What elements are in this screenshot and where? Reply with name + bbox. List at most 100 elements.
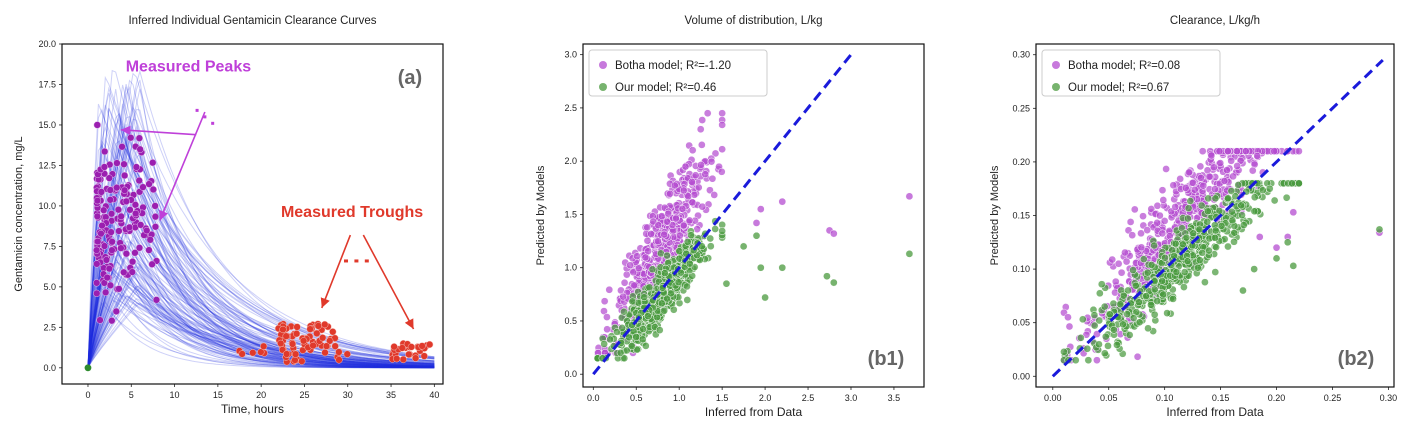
scatter-point [1101, 332, 1110, 341]
clearance-curve [87, 275, 435, 368]
clearance-curve [87, 148, 435, 368]
scatter-point [718, 109, 726, 118]
peak-point [101, 147, 109, 156]
chart-b1: Volume of distribution, L/kg 0.0 0.5 1.0 1.5… [535, 15, 925, 419]
x-tick-label: 1.0 [673, 393, 686, 403]
scatter-point [1150, 241, 1158, 250]
scatter-point [1239, 221, 1248, 229]
ellipsis-dot [344, 259, 349, 263]
clearance-curve [87, 200, 435, 368]
chart-title: Volume of distribution, L/kg [684, 15, 822, 27]
peak-point [114, 206, 123, 214]
peak-point [93, 289, 101, 297]
legend-label: Botha model; R²=-1.20 [615, 60, 731, 72]
scatter-point [1172, 268, 1181, 276]
scatter-point [620, 354, 629, 363]
scatter-point [1090, 311, 1099, 319]
peak-point [97, 230, 105, 238]
scatter-point [1176, 175, 1185, 183]
scatter-point [1078, 315, 1087, 324]
scatter-point [679, 221, 688, 230]
x-axis-label: Inferred from Data [705, 405, 803, 419]
peak-point [97, 188, 105, 196]
scatter-point [1110, 325, 1118, 334]
clearance-curve [87, 300, 435, 369]
scatter-point [1189, 229, 1198, 238]
points-group [593, 109, 914, 363]
scatter-point [1211, 185, 1219, 194]
peak-point [128, 268, 136, 276]
clearance-curve [87, 254, 435, 369]
peak-point [139, 183, 147, 191]
scatter-point [1137, 243, 1146, 252]
scatter-point [620, 307, 628, 316]
trough-point [393, 355, 401, 363]
scatter-point [627, 342, 636, 350]
x-tick-label: 0.30 [1380, 393, 1398, 403]
scatter-point [1215, 147, 1224, 156]
trough-point [298, 357, 306, 365]
clearance-curve [87, 276, 435, 369]
clearance-curve [87, 241, 435, 368]
scatter-point [1116, 300, 1125, 309]
x-tick-label: 25 [299, 390, 309, 400]
scatter-point [681, 162, 690, 171]
scatter-point [634, 264, 643, 273]
clearance-curve [87, 213, 435, 368]
legend-label: Our model; R²=0.67 [1068, 82, 1169, 94]
x-tick-label: 0 [85, 390, 90, 400]
identity-line [1051, 58, 1384, 378]
scatter-point [669, 305, 678, 314]
scatter-point [1220, 177, 1229, 185]
scatter-point [1283, 238, 1292, 247]
scatter-point [1130, 205, 1139, 214]
scatter-point [1253, 152, 1262, 160]
peak-point [126, 206, 134, 214]
peak-point [127, 134, 135, 142]
scatter-point [1180, 268, 1189, 276]
scatter-point [1135, 298, 1143, 307]
clearance-curve [87, 198, 435, 369]
y-tick-label: 5.0 [43, 282, 56, 292]
scatter-point [685, 259, 694, 268]
clearance-curve [87, 190, 435, 368]
scatter-point [1183, 257, 1192, 266]
y-tick-label: 0.0 [43, 363, 56, 373]
y-tick-label: 1.0 [564, 263, 577, 273]
scatter-point [694, 183, 703, 192]
y-tick-label: 7.5 [43, 241, 56, 251]
chart-a: Inferred Individual Gentamicin Clearance… [13, 15, 444, 416]
scatter-point [1207, 151, 1216, 160]
y-tick-label: 12.5 [38, 160, 56, 170]
scatter-point [1095, 316, 1104, 325]
peak-point [100, 163, 109, 171]
peak-point [151, 213, 160, 221]
scatter-point [1122, 257, 1131, 266]
clearance-curve [87, 299, 435, 368]
scatter-point [643, 236, 652, 245]
scatter-point [1150, 285, 1159, 294]
scatter-point [1158, 186, 1167, 195]
scatter-point [1129, 266, 1137, 274]
scatter-point [761, 293, 769, 302]
scatter-point [1227, 156, 1236, 165]
peak-point [107, 228, 115, 236]
scatter-point [1153, 201, 1162, 210]
clearance-curve [87, 184, 435, 368]
scatter-point [645, 283, 654, 292]
x-tick-label: 0.10 [1156, 393, 1174, 403]
x-tick-label: 30 [343, 390, 353, 400]
clearance-curve [87, 84, 435, 368]
peak-point [125, 223, 134, 232]
peak-point [121, 171, 129, 180]
chart-title: Inferred Individual Gentamicin Clearance… [128, 15, 376, 27]
chart-title: Clearance, L/kg/h [1170, 15, 1260, 27]
scatter-point [688, 146, 697, 155]
clearance-curve [87, 207, 435, 369]
scatter-point [663, 251, 671, 260]
scatter-point [1217, 222, 1226, 230]
trough-point [306, 325, 314, 333]
clearance-curve [87, 201, 435, 368]
scatter-point [1106, 310, 1114, 319]
clearance-curve [87, 290, 435, 369]
